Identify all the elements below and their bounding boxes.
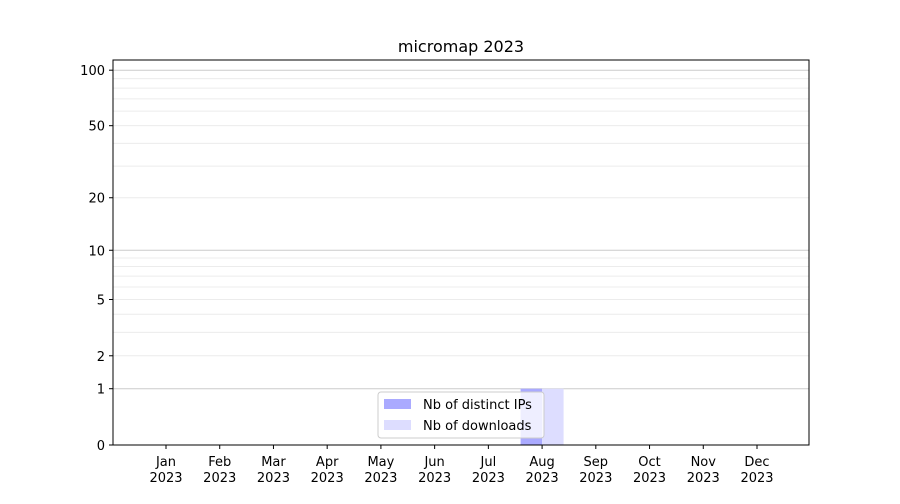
x-tick-label-month: Jul (480, 455, 497, 470)
x-tick-label-year: 2023 (579, 471, 612, 486)
x-tick-label-year: 2023 (257, 471, 290, 486)
y-tick-label: 1 (97, 383, 105, 398)
grid (113, 69, 809, 390)
x-tick-label-month: Sep (584, 455, 609, 470)
x-tick-label-year: 2023 (364, 471, 397, 486)
x-tick-label-month: Oct (638, 455, 660, 470)
x-tick-label-month: Nov (691, 455, 717, 470)
x-axis: Jan2023Feb2023Mar2023Apr2023May2023Jun20… (149, 445, 774, 486)
y-tick-label: 10 (88, 244, 105, 259)
legend-swatch (384, 399, 411, 409)
legend-label: Nb of distinct IPs (423, 398, 532, 413)
y-tick-label: 2 (97, 350, 105, 365)
x-tick-label-month: Dec (744, 455, 769, 470)
bar-downloads (542, 388, 564, 445)
x-tick-label-year: 2023 (149, 471, 182, 486)
y-tick-label: 5 (97, 293, 105, 308)
x-tick-label-month: Jan (155, 455, 176, 470)
chart-title: micromap 2023 (398, 37, 524, 56)
legend-swatch (384, 420, 411, 430)
x-tick-label-month: Feb (208, 455, 231, 470)
x-tick-label-month: Mar (261, 455, 286, 470)
y-axis: 0 1 2 5 10 20 50 100 (80, 64, 113, 454)
y-tick-label: 0 (97, 439, 105, 454)
x-tick-label-year: 2023 (526, 471, 559, 486)
legend-box (377, 391, 545, 439)
legend-label: Nb of downloads (423, 419, 532, 434)
x-tick-label-year: 2023 (740, 471, 773, 486)
x-tick-label-year: 2023 (687, 471, 720, 486)
x-tick-label-month: Apr (316, 455, 339, 470)
plot-frame (112, 59, 810, 446)
x-tick-label-month: May (367, 455, 394, 470)
x-tick-label-year: 2023 (418, 471, 451, 486)
x-tick-label-year: 2023 (311, 471, 344, 486)
legend: Nb of distinct IPs Nb of downloads (377, 391, 545, 439)
x-tick-label-month: Jun (423, 455, 444, 470)
x-tick-label-month: Aug (529, 455, 554, 470)
x-tick-label-year: 2023 (203, 471, 236, 486)
x-tick-label-year: 2023 (633, 471, 666, 486)
y-tick-label: 50 (88, 120, 105, 135)
y-tick-label: 20 (88, 192, 105, 207)
x-tick-label-year: 2023 (472, 471, 505, 486)
y-tick-label: 100 (80, 64, 105, 79)
